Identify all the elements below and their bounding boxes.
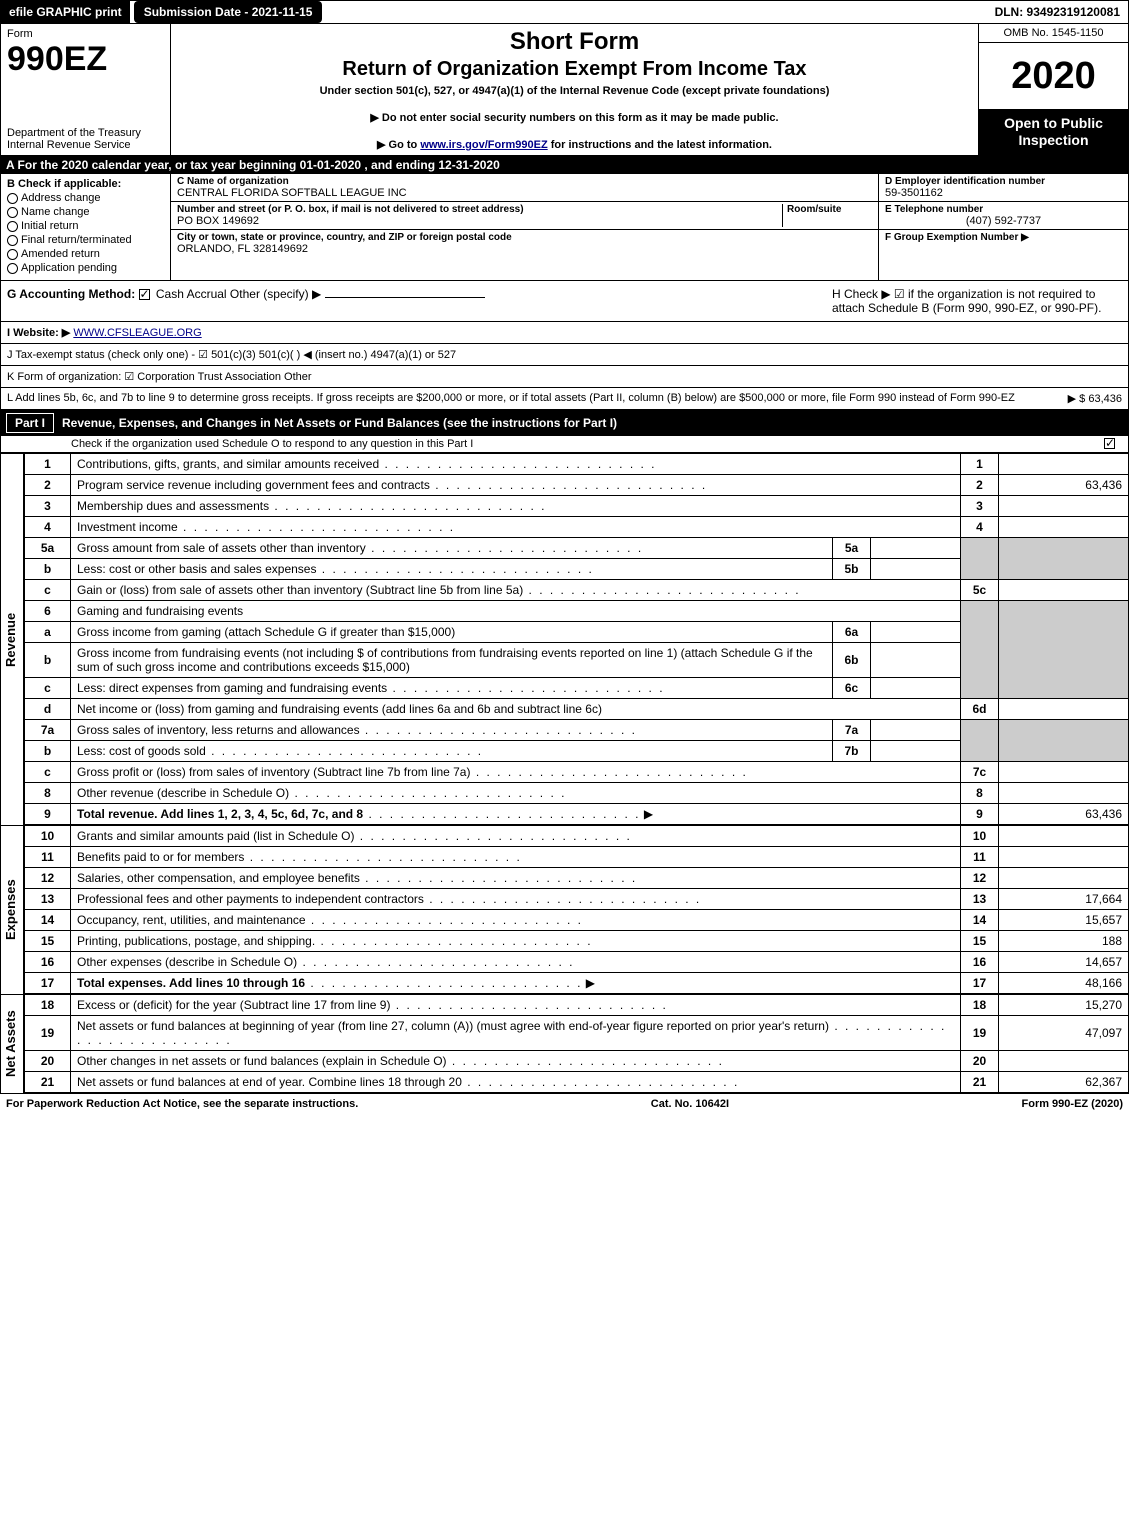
group-exemption: F Group Exemption Number ▶ [885,232,1122,243]
tax-year: 2020 [979,43,1128,109]
check-amended[interactable]: Amended return [7,248,164,260]
form-of-organization: K Form of organization: ☑ Corporation Tr… [0,366,1129,388]
line-3: 3Membership dues and assessments3 [25,496,1129,517]
line-15: 15Printing, publications, postage, and s… [25,931,1129,952]
website-link[interactable]: WWW.CFSLEAGUE.ORG [73,327,201,339]
line-16: 16Other expenses (describe in Schedule O… [25,952,1129,973]
box-c: C Name of organization CENTRAL FLORIDA S… [171,174,878,280]
line-18: 18Excess or (deficit) for the year (Subt… [25,995,1129,1016]
accounting-method: G Accounting Method: Cash Accrual Other … [7,287,822,301]
top-bar: efile GRAPHIC print Submission Date - 20… [0,0,1129,24]
form-number: 990EZ [7,40,164,79]
box-def: D Employer identification number 59-3501… [878,174,1128,280]
ein: 59-3501162 [885,187,1122,199]
check-initial-return[interactable]: Initial return [7,220,164,232]
line-14: 14Occupancy, rent, utilities, and mainte… [25,910,1129,931]
dln: DLN: 93492319120081 [987,1,1128,23]
line-17: 17Total expenses. Add lines 10 through 1… [25,973,1129,994]
paperwork-notice: For Paperwork Reduction Act Notice, see … [6,1098,358,1110]
submission-date: Submission Date - 2021-11-15 [134,1,323,23]
box-b: B Check if applicable: Address change Na… [1,174,171,280]
line-1: 1Contributions, gifts, grants, and simil… [25,454,1129,475]
netassets-side-label: Net Assets [0,994,24,1093]
expenses-side-label: Expenses [0,825,24,994]
org-name: CENTRAL FLORIDA SOFTBALL LEAGUE INC [177,187,872,199]
telephone: (407) 592-7737 [885,215,1122,227]
revenue-section: Revenue 1Contributions, gifts, grants, a… [0,453,1129,825]
line-6d: dNet income or (loss) from gaming and fu… [25,699,1129,720]
subtitle: Under section 501(c), 527, or 4947(a)(1)… [181,85,968,97]
expenses-section: Expenses 10Grants and similar amounts pa… [0,825,1129,994]
check-pending[interactable]: Application pending [7,262,164,274]
page-footer: For Paperwork Reduction Act Notice, see … [0,1093,1129,1114]
line-7c: cGross profit or (loss) from sales of in… [25,762,1129,783]
gh-row: G Accounting Method: Cash Accrual Other … [0,281,1129,322]
org-info-row: B Check if applicable: Address change Na… [0,174,1129,281]
netassets-section: Net Assets 18Excess or (deficit) for the… [0,994,1129,1093]
cash-checkbox[interactable] [139,289,150,300]
box-h: H Check ▶ ☑ if the organization is not r… [822,287,1122,315]
line-4: 4Investment income4 [25,517,1129,538]
efile-label[interactable]: efile GRAPHIC print [1,1,130,23]
line-11: 11Benefits paid to or for members11 [25,847,1129,868]
tax-exempt-status: J Tax-exempt status (check only one) - ☑… [0,344,1129,366]
check-address-change[interactable]: Address change [7,192,164,204]
line-13: 13Professional fees and other payments t… [25,889,1129,910]
line-20: 20Other changes in net assets or fund ba… [25,1051,1129,1072]
department: Department of the Treasury Internal Reve… [7,127,164,151]
cat-no: Cat. No. 10642I [651,1098,729,1110]
org-address: PO BOX 149692 [177,215,782,227]
line-8: 8Other revenue (describe in Schedule O)8 [25,783,1129,804]
website-row: I Website: ▶ WWW.CFSLEAGUE.ORG [0,322,1129,344]
line-6: 6Gaming and fundraising events [25,601,1129,622]
line-l: L Add lines 5b, 6c, and 7b to line 9 to … [0,388,1129,410]
irs-link[interactable]: www.irs.gov/Form990EZ [420,139,547,151]
form-word: Form [7,28,164,40]
inspection-badge: Open to Public Inspection [979,109,1128,155]
line-12: 12Salaries, other compensation, and empl… [25,868,1129,889]
org-city: ORLANDO, FL 328149692 [177,243,872,255]
section-a: A For the 2020 calendar year, or tax yea… [0,156,1129,174]
check-final-return[interactable]: Final return/terminated [7,234,164,246]
title-return: Return of Organization Exempt From Incom… [181,58,968,81]
line-19: 19Net assets or fund balances at beginni… [25,1016,1129,1051]
line-10: 10Grants and similar amounts paid (list … [25,826,1129,847]
line-9: 9Total revenue. Add lines 1, 2, 3, 4, 5c… [25,804,1129,825]
note-link: ▶ Go to www.irs.gov/Form990EZ for instru… [181,138,968,151]
revenue-side-label: Revenue [0,453,24,825]
title-short: Short Form [181,28,968,56]
form-ref: Form 990-EZ (2020) [1022,1098,1123,1110]
omb-no: OMB No. 1545-1150 [979,24,1128,43]
line-5a: 5aGross amount from sale of assets other… [25,538,1129,559]
part1-schedule-o-check[interactable] [1104,438,1115,449]
part1-header: Part I Revenue, Expenses, and Changes in… [0,410,1129,436]
part1-sub: Check if the organization used Schedule … [0,436,1129,453]
line-21: 21Net assets or fund balances at end of … [25,1072,1129,1093]
line-5c: cGain or (loss) from sale of assets othe… [25,580,1129,601]
line-l-amount: ▶ $ 63,436 [1058,392,1122,405]
line-2: 2Program service revenue including gover… [25,475,1129,496]
note-ssn: ▶ Do not enter social security numbers o… [181,111,968,124]
check-name-change[interactable]: Name change [7,206,164,218]
line-7a: 7aGross sales of inventory, less returns… [25,720,1129,741]
form-header: Form 990EZ Department of the Treasury In… [0,24,1129,156]
